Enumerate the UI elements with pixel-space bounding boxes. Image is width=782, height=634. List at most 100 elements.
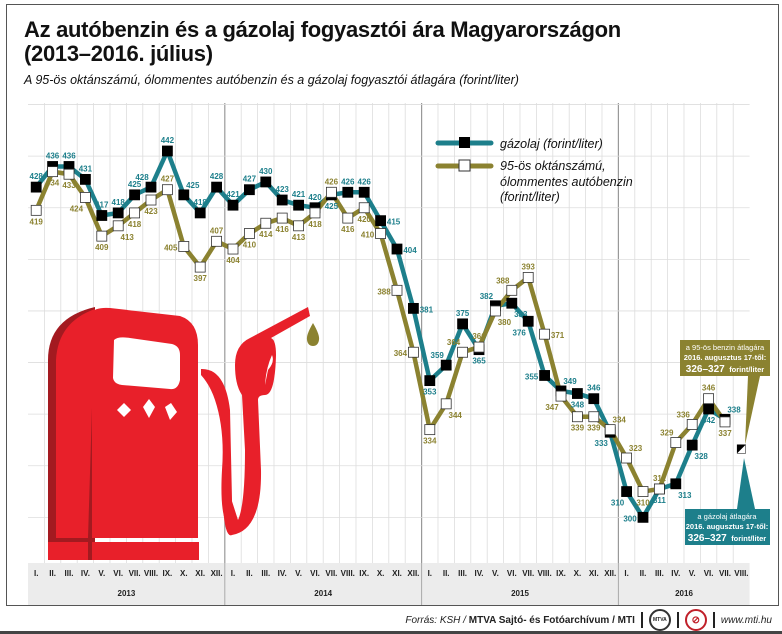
petrol-data-label: 413 <box>121 233 135 242</box>
x-tick-label: IV. <box>278 569 287 578</box>
x-tick-label: X. <box>574 569 582 578</box>
diesel-data-label: 423 <box>276 185 290 194</box>
diesel-data-label: 359 <box>431 351 445 360</box>
diesel-data-label: 311 <box>653 496 666 505</box>
mti-logo-icon: ⊘ <box>684 609 707 631</box>
x-tick-label: VIII. <box>734 569 748 578</box>
source-agency: MTVA Sajtó- és Fotóarchívum / MTI <box>468 614 635 626</box>
mtva-logo-icon: MTVA <box>648 609 671 631</box>
petrol-point <box>670 437 682 448</box>
petrol-point <box>703 393 714 405</box>
footer: Forrás: KSH / MTVA Sajtó- és Fotóarchívu… <box>405 609 772 631</box>
petrol-data-label: 364 <box>447 338 461 347</box>
chart-subtitle: A 95-ös oktánszámú, ólommentes autóbenzi… <box>24 73 519 87</box>
diesel-point <box>80 173 91 185</box>
x-tick-label: V. <box>295 569 302 578</box>
x-tick-label: VI. <box>507 569 517 578</box>
petrol-point <box>260 217 272 229</box>
diesel-data-label: 427 <box>243 175 257 184</box>
diesel-data-label: 430 <box>259 167 273 176</box>
diesel-point <box>358 186 370 198</box>
petrol-point <box>342 212 354 224</box>
petrol-point <box>637 486 649 497</box>
petrol-point <box>358 202 370 214</box>
diesel-point <box>424 375 436 387</box>
x-tick-label: II. <box>443 569 450 578</box>
diesel-point <box>375 215 387 227</box>
diesel-data-label: 349 <box>563 377 577 386</box>
diesel-data-label: 428 <box>135 173 149 182</box>
petrol-data-label: 433 <box>62 181 76 190</box>
petrol-annotation-value: 326–327 <box>686 364 725 375</box>
divider <box>676 612 679 628</box>
petrol-data-label: 404 <box>226 256 240 265</box>
diesel-point <box>260 176 272 188</box>
x-tick-label: XII. <box>211 569 223 578</box>
petrol-point <box>407 346 419 358</box>
diesel-point <box>506 297 518 309</box>
petrol-data-label: 310 <box>636 499 650 508</box>
website-link[interactable]: www.mti.hu <box>720 614 772 626</box>
year-label: 2015 <box>511 589 529 598</box>
legend-petrol-label-2: ólommentes autóbenzin <box>500 175 633 189</box>
petrol-point <box>276 212 288 224</box>
divider <box>712 612 715 628</box>
diesel-point <box>440 359 452 371</box>
diesel-point <box>30 181 42 193</box>
petrol-annotation-line-1: a 95-ös benzin átlagára <box>686 343 765 352</box>
petrol-point <box>539 328 550 340</box>
x-tick-label: XII. <box>407 569 419 578</box>
diesel-point <box>293 199 305 211</box>
x-tick-label: I. <box>231 569 235 578</box>
diesel-point <box>686 439 698 451</box>
petrol-point <box>211 235 223 247</box>
diesel-data-label: 426 <box>358 177 372 186</box>
x-tick-label: IX. <box>163 569 173 578</box>
year-label: 2014 <box>314 589 332 598</box>
diesel-annotation-line-2: 2016. augusztus 17-től: <box>686 522 769 531</box>
diesel-point <box>227 199 239 211</box>
petrol-point <box>293 220 305 232</box>
x-tick-label: VII. <box>719 569 731 578</box>
diesel-data-label: 342 <box>702 416 716 425</box>
petrol-point <box>375 228 387 239</box>
petrol-point <box>719 416 731 428</box>
diesel-data-label: 425 <box>186 181 200 190</box>
petrol-data-label: 344 <box>449 411 463 420</box>
diesel-point <box>572 388 583 399</box>
petrol-data-label: 424 <box>70 204 84 213</box>
legend-diesel-marker <box>459 137 470 148</box>
diesel-data-label: 382 <box>480 292 494 301</box>
x-tick-label: VI. <box>310 569 320 578</box>
petrol-data-label: 420 <box>358 215 372 224</box>
petrol-point <box>145 194 157 206</box>
diesel-data-label: 346 <box>587 384 601 393</box>
svg-text:326–327 forint/liter: 326–327 forint/liter <box>686 359 764 376</box>
diesel-point <box>178 189 190 201</box>
x-tick-label: IV. <box>81 569 90 578</box>
petrol-point <box>227 243 239 255</box>
petrol-data-label: 416 <box>341 225 355 234</box>
petrol-point <box>654 483 665 495</box>
diesel-point <box>407 302 419 314</box>
petrol-point <box>30 204 42 216</box>
x-tick-label: XI. <box>392 569 402 578</box>
x-tick-label: IX. <box>556 569 566 578</box>
petrol-data-label: 311 <box>653 474 666 483</box>
chart-title: Az autóbenzin és a gázolaj fogyasztói ár… <box>24 18 621 66</box>
petrol-point <box>309 207 321 219</box>
x-tick-label: VII. <box>325 569 337 578</box>
diesel-data-label: 300 <box>623 514 637 523</box>
diesel-data-label: 338 <box>727 405 741 414</box>
x-tick-label: X. <box>180 569 188 578</box>
diesel-data-label: 355 <box>525 372 539 381</box>
source-prefix: Forrás: KSH / <box>405 614 469 626</box>
diesel-point <box>391 243 403 255</box>
x-tick-label: VI. <box>113 569 123 578</box>
petrol-point <box>621 452 632 464</box>
year-label: 2013 <box>118 589 136 598</box>
x-tick-label: III. <box>655 569 664 578</box>
title-line-2: (2013–2016. július) <box>24 41 213 66</box>
petrol-data-label: 410 <box>243 241 257 250</box>
diesel-point <box>637 511 649 523</box>
